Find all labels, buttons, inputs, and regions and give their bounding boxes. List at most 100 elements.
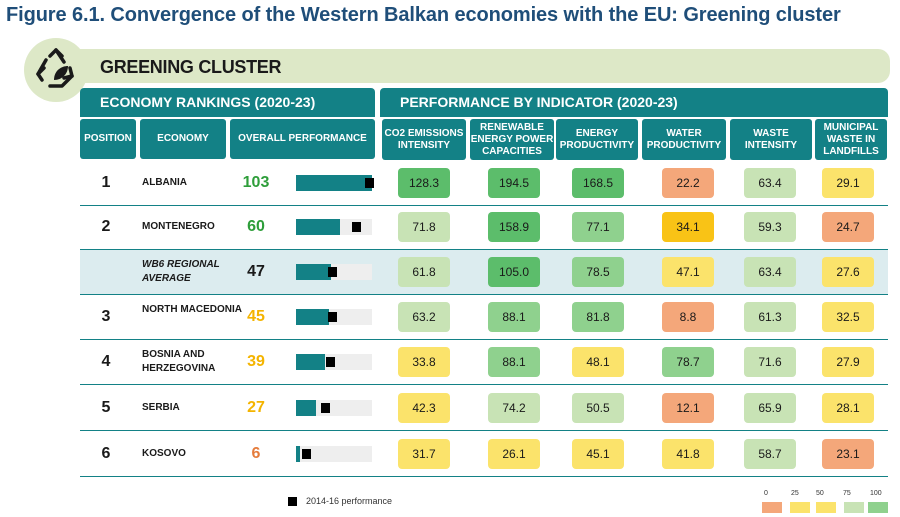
- indicator-value-cell: 26.1: [488, 439, 540, 469]
- column-header-indicator: CO2 EMISSIONS INTENSITY: [382, 119, 466, 160]
- figure-title: Figure 6.1. Convergence of the Western B…: [6, 4, 841, 26]
- performance-bar-track: [296, 175, 374, 191]
- indicator-value-cell: 63.2: [398, 302, 450, 332]
- row-divider: [80, 476, 888, 477]
- leaf-icon: [54, 66, 68, 80]
- row-overall-score: 45: [247, 308, 265, 325]
- indicator-value-cell: 31.7: [398, 439, 450, 469]
- legend-marker-label: 2014-16 performance: [306, 496, 393, 506]
- indicator-value-cell: 63.4: [744, 257, 796, 287]
- indicator-value-cell: 59.3: [744, 212, 796, 242]
- recycle-leaf-icon: [24, 38, 88, 102]
- row-overall-score: 6: [251, 445, 261, 462]
- column-header-indicator: WASTE INTENSITY: [730, 119, 812, 160]
- performance-bar-fill: [296, 354, 325, 370]
- baseline-2014-16-marker: [328, 312, 337, 322]
- indicator-value-cell: 8.8: [662, 302, 714, 332]
- row-overall-score: 27: [247, 399, 265, 416]
- row-economy: SERBIA: [142, 402, 180, 413]
- column-header-indicator: MUNICIPAL WASTE IN LANDFILLS: [815, 119, 887, 160]
- row-overall-score: 103: [242, 174, 270, 191]
- recycle-icon: [36, 48, 74, 88]
- indicator-value-cell: 27.9: [822, 347, 874, 377]
- indicator-value-cell: 41.8: [662, 439, 714, 469]
- column-header-economy: ECONOMY: [140, 119, 226, 159]
- indicator-value-cell: 58.7: [744, 439, 796, 469]
- baseline-2014-16-marker: [326, 357, 335, 367]
- column-header-indicator: ENERGY PRODUCTIVITY: [556, 119, 638, 160]
- column-header-overall: OVERALL PERFORMANCE: [230, 119, 375, 159]
- indicator-value-cell: 32.5: [822, 302, 874, 332]
- legend-scale-label: 100: [870, 490, 882, 497]
- indicator-value-cell: 71.6: [744, 347, 796, 377]
- row-overall-score: 39: [247, 353, 265, 370]
- row-divider: [80, 205, 888, 206]
- indicator-value-cell: 158.9: [488, 212, 540, 242]
- row-divider: [80, 249, 888, 250]
- column-header-indicator: RENEWABLE ENERGY POWER CAPACITIES: [470, 119, 554, 160]
- baseline-2014-16-marker: [365, 178, 374, 188]
- indicator-value-cell: 42.3: [398, 393, 450, 423]
- performance-bar-fill: [296, 175, 372, 191]
- legend-scale-label: 75: [843, 490, 851, 497]
- indicator-value-cell: 65.9: [744, 393, 796, 423]
- indicator-value-cell: 45.1: [572, 439, 624, 469]
- performance-bar-fill: [296, 446, 300, 462]
- legend-marker: [288, 497, 297, 506]
- row-economy: WB6 REGIONAL AVERAGE: [142, 259, 220, 284]
- indicator-value-cell: 88.1: [488, 347, 540, 377]
- performance-bar-fill: [296, 264, 331, 280]
- legend-scale-swatch: [868, 502, 888, 513]
- indicator-value-cell: 61.3: [744, 302, 796, 332]
- cluster-banner: [80, 49, 890, 83]
- row-economy: KOSOVO: [142, 448, 186, 459]
- legend-scale-swatch: [844, 502, 864, 513]
- row-overall-score: 47: [247, 263, 265, 280]
- indicator-value-cell: 33.8: [398, 347, 450, 377]
- row-economy: MONTENEGRO: [142, 221, 215, 232]
- legend-scale-swatch: [816, 502, 836, 513]
- legend-scale-swatch: [790, 502, 810, 513]
- row-position: 4: [101, 353, 111, 370]
- performance-bar-track: [296, 309, 372, 325]
- indicator-value-cell: 23.1: [822, 439, 874, 469]
- indicator-value-cell: 61.8: [398, 257, 450, 287]
- indicator-value-cell: 29.1: [822, 168, 874, 198]
- row-divider: [80, 430, 888, 431]
- section-header-rankings: ECONOMY RANKINGS (2020-23): [80, 88, 375, 117]
- cluster-title: GREENING CLUSTER: [100, 57, 282, 77]
- performance-bar-fill: [296, 309, 329, 325]
- row-divider: [80, 339, 888, 340]
- indicator-value-cell: 77.1: [572, 212, 624, 242]
- row-overall-score: 60: [247, 218, 265, 235]
- section-header-performance: PERFORMANCE BY INDICATOR (2020-23): [380, 88, 888, 117]
- performance-bar-track: [296, 219, 372, 235]
- row-position: 1: [101, 174, 111, 191]
- column-header-indicator: WATER PRODUCTIVITY: [642, 119, 726, 160]
- indicator-value-cell: 81.8: [572, 302, 624, 332]
- baseline-2014-16-marker: [321, 403, 330, 413]
- indicator-value-cell: 24.7: [822, 212, 874, 242]
- indicator-value-cell: 194.5: [488, 168, 540, 198]
- indicator-value-cell: 50.5: [572, 393, 624, 423]
- row-position: 6: [101, 445, 111, 462]
- indicator-value-cell: 28.1: [822, 393, 874, 423]
- performance-bar-track: [296, 400, 372, 416]
- indicator-value-cell: 48.1: [572, 347, 624, 377]
- baseline-2014-16-marker: [328, 267, 337, 277]
- indicator-value-cell: 47.1: [662, 257, 714, 287]
- row-position: 2: [101, 218, 111, 235]
- row-position: 3: [101, 308, 111, 325]
- row-divider: [80, 294, 888, 295]
- indicator-value-cell: 88.1: [488, 302, 540, 332]
- performance-bar-track: [296, 354, 372, 370]
- row-economy: NORTH MACEDONIA: [142, 304, 242, 315]
- indicator-value-cell: 74.2: [488, 393, 540, 423]
- indicator-value-cell: 78.5: [572, 257, 624, 287]
- performance-bar-fill: [296, 219, 340, 235]
- row-divider: [80, 384, 888, 385]
- legend-scale-label: 25: [791, 490, 799, 497]
- indicator-value-cell: 71.8: [398, 212, 450, 242]
- legend-scale-swatch: [762, 502, 782, 513]
- indicator-value-cell: 78.7: [662, 347, 714, 377]
